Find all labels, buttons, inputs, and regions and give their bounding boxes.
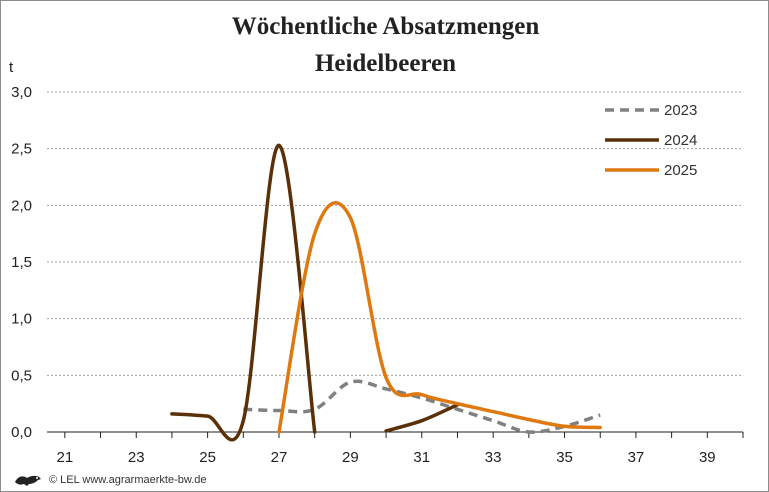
x-tick-label: 31 [413,449,430,466]
x-tick-label: 39 [699,449,716,466]
legend: 2023 2024 2025 [605,102,697,179]
y-tick-label: 0,5 [11,367,32,384]
chart-title: Wöchentliche Absatzmengen [231,13,540,40]
x-tick-label: 35 [556,449,573,466]
y-tick-label: 2,0 [11,197,32,214]
x-tick-label: 33 [485,449,502,466]
y-axis-unit: t [9,59,14,76]
x-tick-label: 23 [128,449,145,466]
copyright-text: © LEL www.agrarmaerkte-bw.de [49,474,207,486]
chart-subtitle: Heidelbeeren [314,50,457,77]
x-tick-label: 37 [628,449,645,466]
y-tick-label: 1,5 [11,254,32,271]
x-tick-label: 29 [342,449,359,466]
series-line-2023 [243,379,601,434]
y-tick-label: 2,5 [11,141,32,158]
series-line-2025 [277,201,602,434]
series-lines [170,143,602,442]
y-tick-label: 1,0 [11,311,32,328]
series-line-2024 [384,403,460,433]
legend-label-2025: 2025 [664,162,697,179]
axes: 0,0 0,5 1,0 1,5 2,0 2,5 3,0 21 23 25 27 29 31 33 35 37 3… [11,84,744,466]
x-tick-label: 27 [271,449,288,466]
legend-label-2023: 2023 [664,102,697,119]
footer: © LEL www.agrarmaerkte-bw.de [13,471,207,489]
x-tick-label: 25 [199,449,216,466]
lion-logo-icon [15,475,41,486]
grid-lines [47,91,743,376]
series-line-2024 [170,143,317,442]
y-tick-label: 3,0 [11,84,32,101]
y-tick-label: 0,0 [11,424,32,441]
x-tick-label: 21 [57,449,74,466]
legend-label-2024: 2024 [664,132,697,149]
